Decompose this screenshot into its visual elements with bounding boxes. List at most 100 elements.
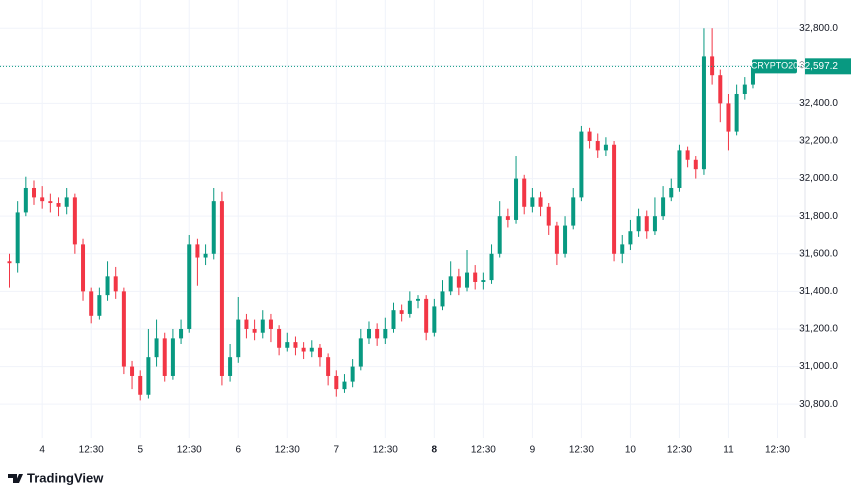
y-tick-label: 30,800.0 (799, 399, 838, 410)
candle-body (170, 338, 175, 376)
y-tick-label: 32,400.0 (799, 98, 838, 109)
x-tick-label: 11 (723, 445, 734, 456)
candle-body (219, 201, 224, 376)
y-tick-label: 32,800.0 (799, 23, 838, 34)
candle-body (187, 244, 192, 329)
candle-body (644, 216, 649, 232)
candle-body (277, 328, 282, 348)
candle-body (636, 216, 641, 232)
y-tick-label: 32,000.0 (799, 173, 838, 184)
candle-body (72, 197, 77, 245)
x-tick-label: 12:30 (667, 445, 692, 456)
candle-body (366, 328, 371, 339)
x-tick-label: 12:30 (177, 445, 202, 456)
candle-body (40, 197, 45, 202)
y-tick-label: 31,800.0 (799, 211, 838, 222)
candle-body (236, 319, 241, 358)
x-tick-label: 12:30 (79, 445, 104, 456)
candle-body (244, 319, 249, 329)
candle-body (350, 366, 355, 382)
logo: TradingView (8, 470, 104, 485)
candle-body (669, 187, 674, 198)
candle-body (497, 216, 502, 254)
candle-body (23, 187, 28, 213)
candle-body (211, 201, 216, 254)
price-badge (805, 58, 851, 75)
x-tick-label: 8 (432, 445, 438, 456)
candle-body (252, 328, 257, 333)
candle-body (456, 276, 461, 288)
candle-body (146, 357, 151, 395)
candle-body (162, 338, 167, 376)
candle-body (579, 131, 584, 198)
candle-body (97, 295, 102, 316)
candle-body (677, 150, 682, 188)
candle-body (563, 225, 568, 254)
candle-body (571, 197, 576, 226)
candle-body (326, 357, 331, 376)
candle-body (317, 347, 322, 358)
candle-body (587, 131, 592, 141)
candle-body (481, 280, 486, 282)
candle-body (448, 276, 453, 292)
candle-body (391, 310, 396, 329)
x-tick-label: 12:30 (275, 445, 300, 456)
candle-body (652, 216, 657, 232)
y-tick-label: 31,400.0 (799, 286, 838, 297)
candle-body (105, 276, 110, 296)
x-tick-label: 4 (39, 445, 45, 456)
y-tick-label: 31,600.0 (799, 248, 838, 259)
candle-body (710, 56, 715, 76)
candle-body (358, 338, 363, 367)
candle-body (432, 306, 437, 333)
candle-body (342, 381, 347, 390)
candle-body (48, 201, 53, 204)
candle-body (301, 347, 306, 352)
candle-body (595, 140, 600, 151)
candle-body (203, 253, 208, 258)
candle-body (546, 206, 551, 226)
candle-body (628, 231, 633, 245)
candle-body (179, 328, 184, 339)
candle-body (399, 310, 404, 314)
candle-body (89, 291, 94, 316)
candle-body (130, 366, 135, 376)
x-tick-label: 5 (137, 445, 143, 456)
candle-body (309, 347, 314, 352)
candle-body (554, 225, 559, 254)
x-tick-label: 12:30 (373, 445, 398, 456)
candle-body (718, 75, 723, 104)
candle-body (505, 216, 510, 220)
candle-body (612, 144, 617, 254)
candle-body (407, 300, 412, 314)
y-tick-label: 32,200.0 (799, 136, 838, 147)
candle-body (32, 187, 37, 198)
candle-body (334, 375, 339, 390)
x-tick-label: 12:30 (471, 445, 496, 456)
candle-body (685, 150, 690, 160)
candle-body (195, 244, 200, 258)
candle-body (440, 291, 445, 307)
candle-body (113, 276, 118, 292)
last-price-label: 32,597.2 (799, 61, 838, 72)
candle-body (64, 197, 69, 207)
candle-body (661, 197, 666, 217)
candle-body (15, 212, 20, 264)
candle-body (81, 244, 86, 292)
candle-body (514, 178, 519, 220)
candle-body (293, 342, 298, 348)
candle-body (701, 56, 706, 170)
axes: 30,800.0 31,000.0 31,200.0 31,400.0 31,600.0… (39, 0, 851, 456)
candle-body (603, 144, 608, 151)
candle-body (56, 203, 61, 207)
candle-body (375, 328, 380, 339)
candle-body (260, 319, 265, 333)
x-tick-label: 7 (334, 445, 340, 456)
candle-body (489, 253, 494, 281)
x-tick-label: 12:30 (765, 445, 790, 456)
brand: TradingView (27, 470, 104, 485)
candle-body (726, 103, 731, 132)
candle-body (530, 197, 535, 207)
candle-body (383, 328, 388, 339)
candle-body (424, 298, 429, 333)
